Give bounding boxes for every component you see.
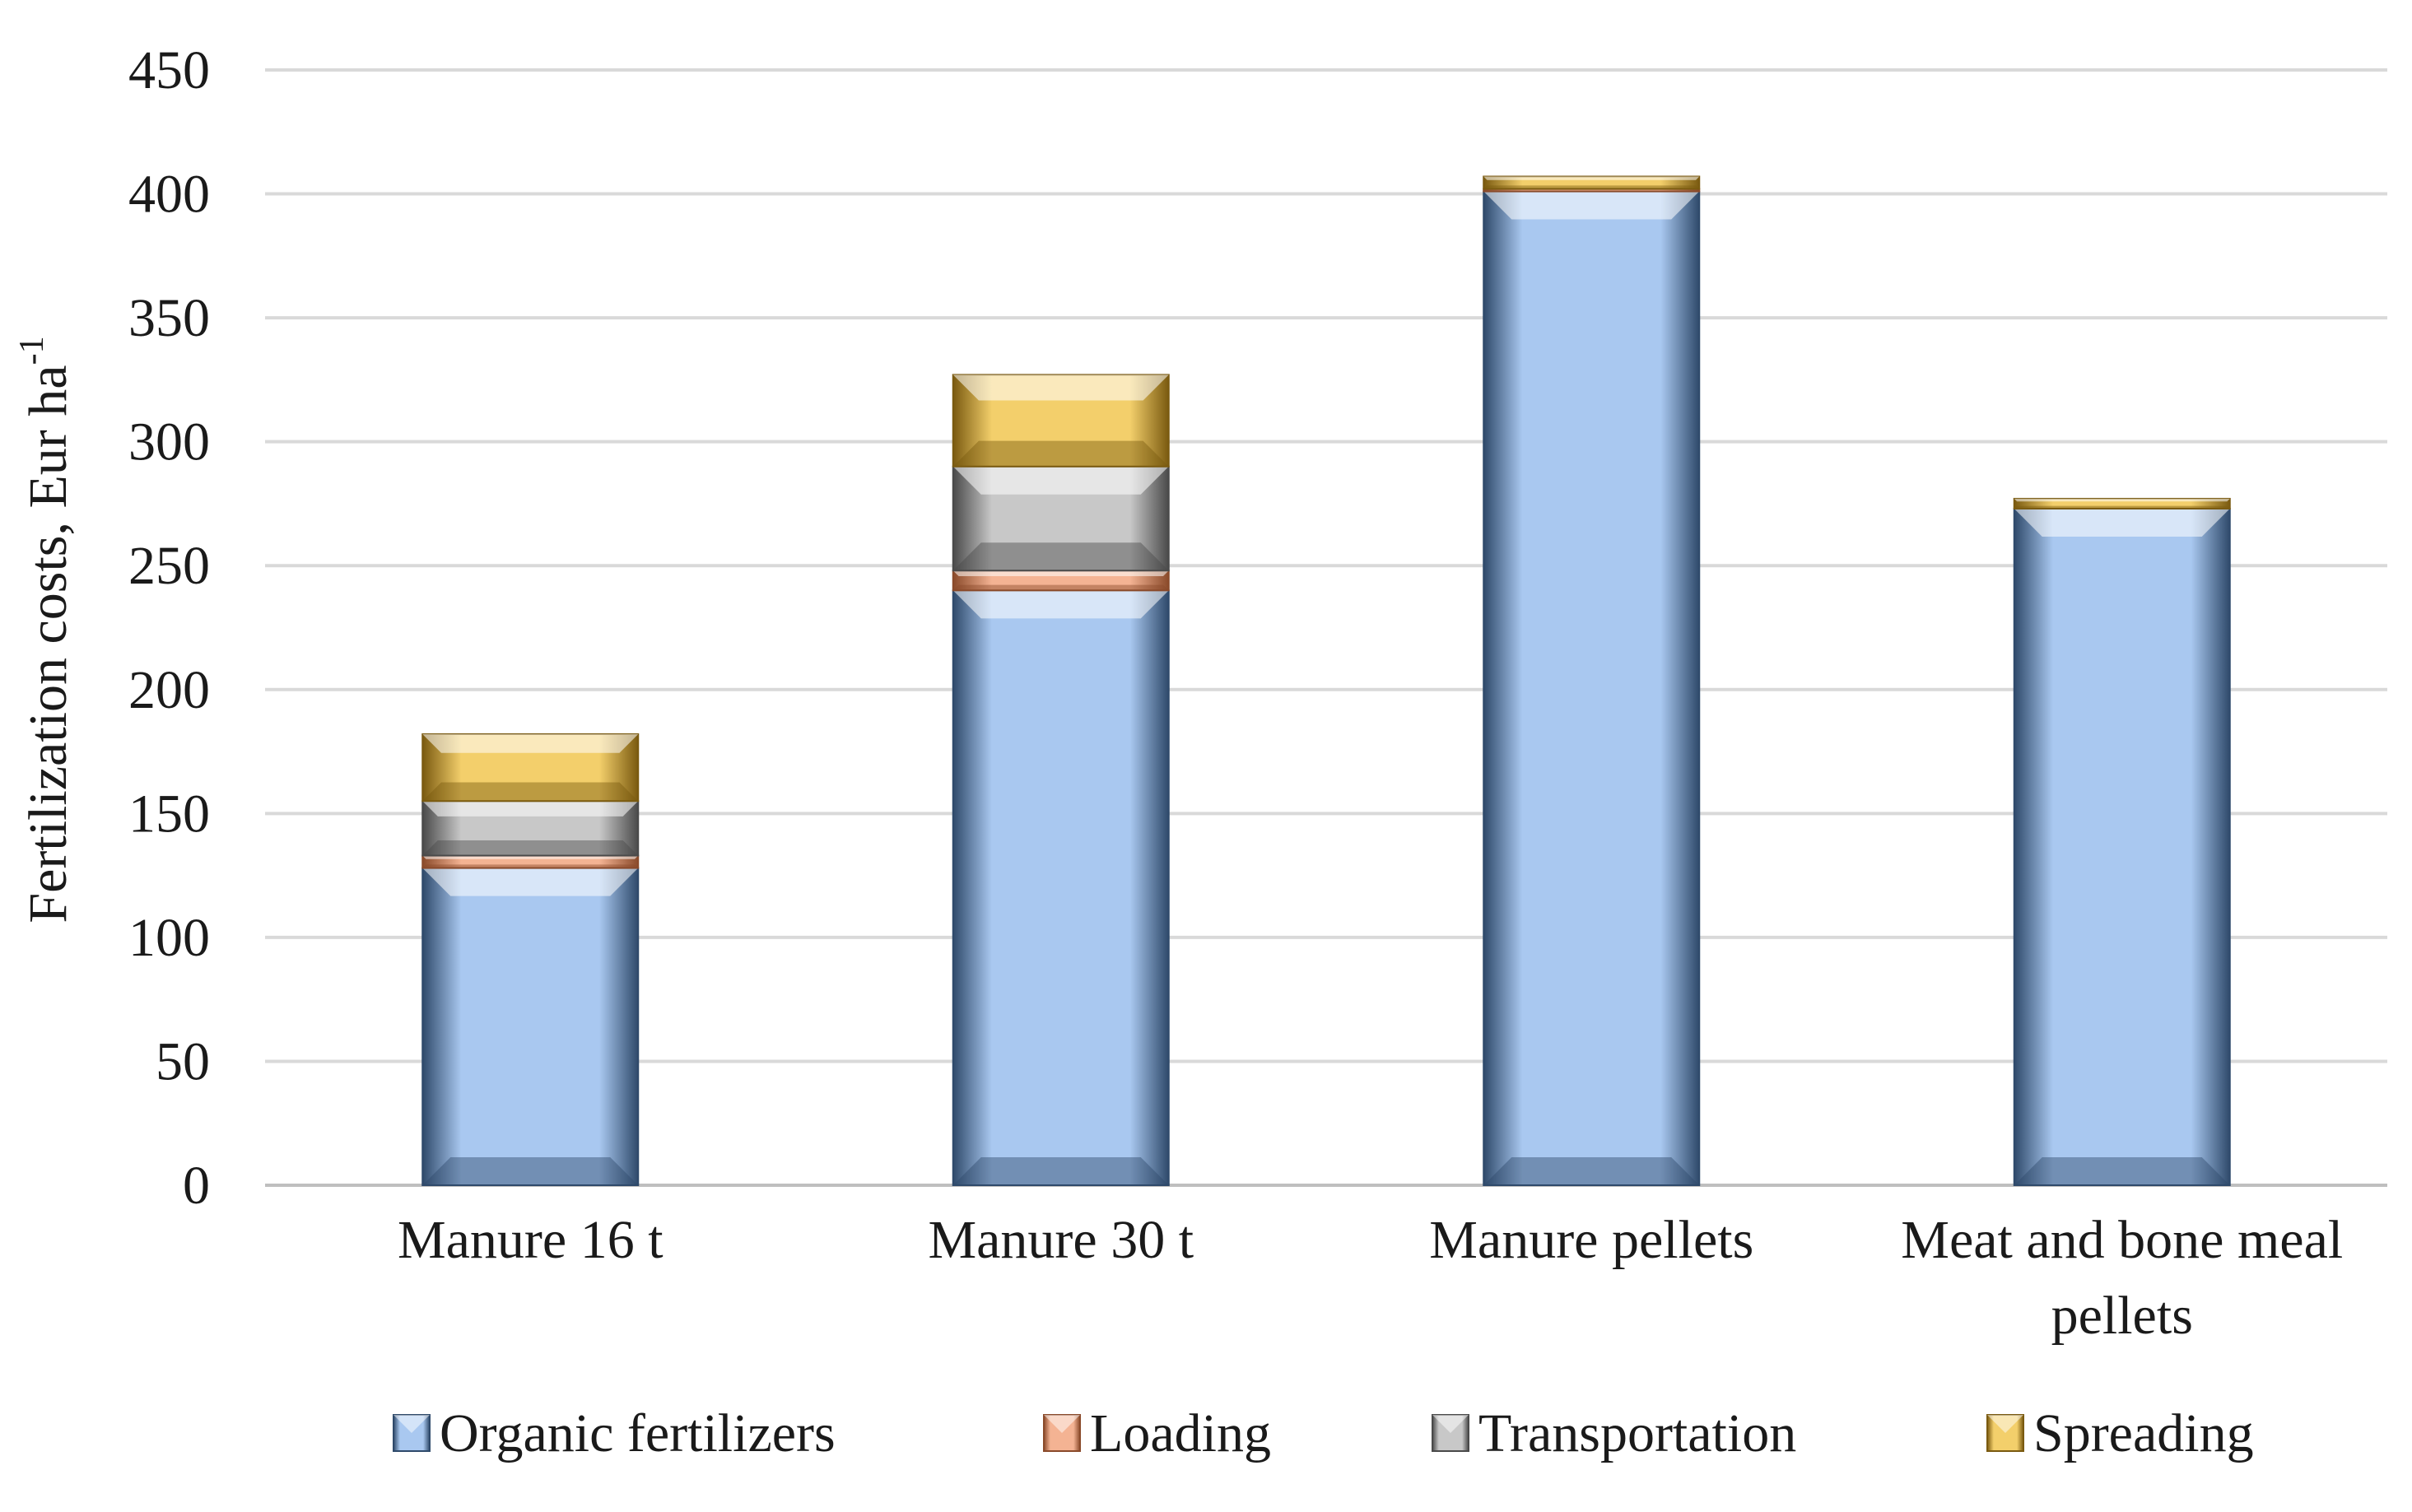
legend: Organic fertilizers Loading Transportation… <box>393 1403 2254 1463</box>
bar-segment-transportation-1 <box>421 800 640 857</box>
bar-segment-spreading-1 <box>421 733 640 803</box>
y-tick-label-100: 100 <box>128 908 210 968</box>
bar-segment-organic-fertilizers-4 <box>2013 507 2231 1186</box>
y-axis-title-superscript: -1 <box>13 336 51 365</box>
legend-item-loading: Loading <box>1043 1403 1271 1463</box>
x-category-label-3: Manure pellets <box>1429 1210 1753 1270</box>
legend-label-1: Organic fertilizers <box>440 1403 836 1463</box>
y-tick-label-250: 250 <box>128 536 210 596</box>
legend-label-4: Spreading <box>2033 1403 2254 1463</box>
y-tick-label-150: 150 <box>128 784 210 844</box>
x-category-label-4-line-2: pellets <box>2051 1286 2193 1346</box>
x-category-label-1: Manure 16 t <box>398 1210 664 1270</box>
y-tick-label-450: 450 <box>128 40 210 100</box>
bar-segment-organic-fertilizers-2 <box>952 589 1170 1186</box>
y-axis-title: Fertilization costs, Eur ha-1 <box>13 336 78 923</box>
legend-item-transportation: Transportation <box>1432 1403 1796 1463</box>
bar-segment-transportation-2 <box>952 465 1170 572</box>
bar-segment-spreading-3 <box>1483 175 1701 190</box>
y-tick-label-400: 400 <box>128 165 210 225</box>
x-category-label-4-line-1: Meat and bone meal <box>1901 1210 2343 1270</box>
bars <box>421 175 2231 1187</box>
legend-item-spreading: Spreading <box>1986 1403 2254 1463</box>
y-tick-label-50: 50 <box>156 1031 210 1091</box>
x-axis-labels: Manure 16 t Manure 30 t Manure pellets Meat… <box>398 1210 2343 1346</box>
bar-segment-spreading-4 <box>2013 497 2231 509</box>
y-tick-label-300: 300 <box>128 412 210 472</box>
bar-segment-loading-2 <box>952 570 1170 592</box>
legend-label-3: Transportation <box>1478 1403 1796 1463</box>
legend-item-organic-fertilizers: Organic fertilizers <box>393 1403 836 1463</box>
bar-segment-loading-1 <box>421 854 640 869</box>
y-tick-label-200: 200 <box>128 660 210 720</box>
y-axis-ticks: 0 50 100 150 200 250 300 350 400 450 <box>128 40 210 1216</box>
y-tick-label-0: 0 <box>183 1156 210 1216</box>
y-axis-title-group: Fertilization costs, Eur ha-1 <box>13 336 78 923</box>
bar-segment-spreading-2 <box>952 374 1170 468</box>
x-category-label-2: Manure 30 t <box>928 1210 1194 1270</box>
bar-segment-organic-fertilizers-3 <box>1483 190 1701 1187</box>
y-tick-label-350: 350 <box>128 288 210 348</box>
bar-segment-organic-fertilizers-1 <box>421 867 640 1186</box>
legend-label-2: Loading <box>1090 1403 1271 1463</box>
